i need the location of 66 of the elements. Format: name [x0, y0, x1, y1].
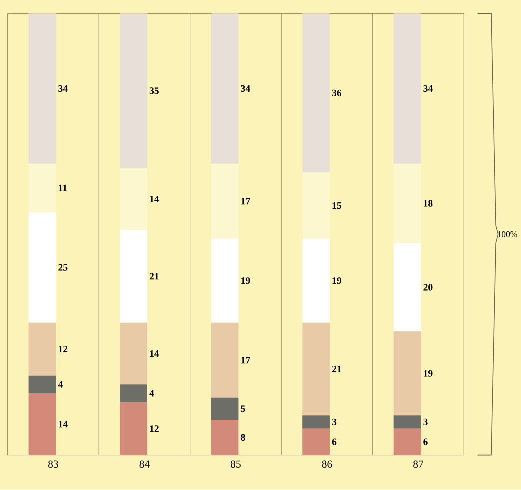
x-tick-label: 84	[140, 460, 150, 468]
bar	[394, 244, 422, 332]
data-label: 17	[242, 198, 250, 205]
data-label: 4	[150, 390, 154, 397]
data-label: 18	[424, 200, 433, 208]
x-tick-label: 83	[48, 460, 58, 468]
data-label: 21	[150, 273, 159, 280]
bar	[120, 168, 148, 230]
data-label: 35	[150, 88, 159, 94]
bar	[28, 376, 56, 394]
x-tick-label: 85	[231, 460, 241, 468]
bar	[302, 416, 330, 430]
data-label: 5	[241, 406, 246, 412]
bar	[302, 172, 330, 240]
data-label: 34	[58, 86, 68, 92]
data-label: 34	[424, 86, 433, 92]
bar	[120, 323, 148, 385]
bar	[28, 14, 56, 164]
bar	[211, 164, 239, 240]
bar	[302, 14, 330, 173]
bar	[211, 323, 239, 398]
bar	[120, 402, 148, 456]
bar	[211, 239, 239, 324]
bar	[120, 230, 148, 324]
bar	[394, 416, 422, 430]
bar	[394, 164, 422, 244]
data-label: 3	[332, 419, 337, 426]
bar	[394, 332, 422, 416]
bar	[120, 384, 148, 403]
data-label: 12	[150, 426, 159, 432]
data-label: 15	[332, 202, 342, 210]
data-label: 19	[242, 278, 250, 284]
data-label: 19	[424, 370, 433, 378]
data-label: 20	[424, 284, 433, 292]
data-label: 8	[241, 434, 246, 442]
data-label: 12	[59, 346, 68, 353]
bar	[28, 212, 56, 324]
bar	[394, 14, 422, 164]
data-label: 19	[332, 278, 342, 284]
data-label: 36	[332, 90, 342, 97]
data-label: 25	[58, 264, 68, 272]
bar	[28, 164, 56, 213]
data-label: 4	[58, 382, 63, 388]
data-label: 21	[332, 366, 342, 373]
bar	[28, 323, 56, 376]
data-label: 14	[150, 350, 160, 358]
data-label: 6	[332, 439, 337, 446]
text: 100%	[498, 232, 518, 238]
bar	[302, 323, 330, 416]
x-tick-label: 87	[414, 460, 424, 468]
bar	[211, 14, 239, 164]
bar	[394, 429, 422, 456]
bar	[211, 420, 239, 456]
bar	[302, 239, 330, 324]
data-label: 14	[59, 421, 68, 428]
data-label: 6	[424, 439, 428, 446]
bar	[302, 429, 330, 456]
data-label: 14	[150, 196, 160, 203]
data-label: 11	[59, 185, 68, 192]
data-label: 34	[241, 86, 250, 92]
data-label: 17	[242, 357, 250, 364]
x-tick-label: 86	[322, 460, 332, 468]
bar	[28, 394, 56, 456]
bar	[211, 398, 239, 420]
data-label: 3	[424, 419, 428, 426]
bar	[120, 14, 148, 168]
